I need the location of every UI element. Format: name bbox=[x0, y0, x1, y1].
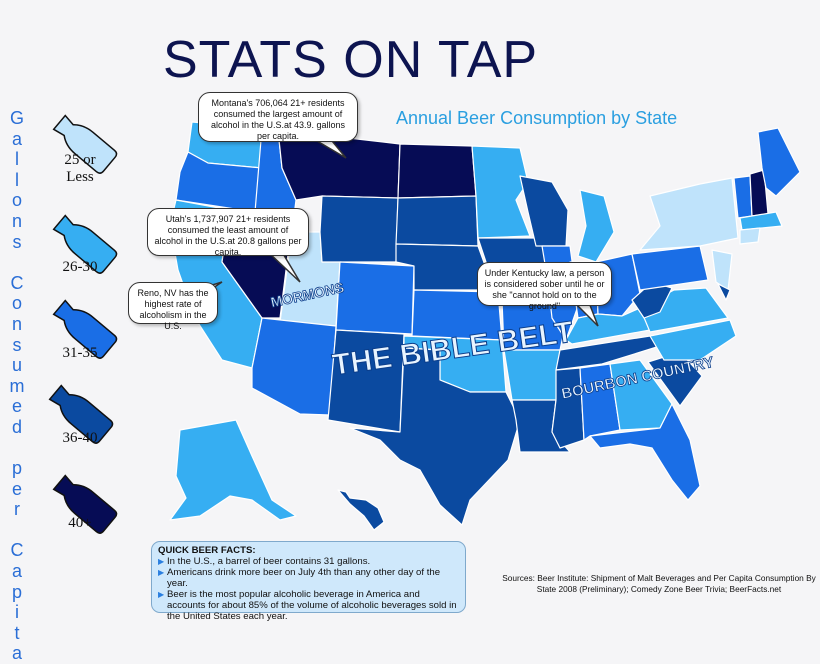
legend-bottle-1 bbox=[52, 114, 118, 174]
vertical-label-letter: m bbox=[9, 375, 25, 396]
state-new-york bbox=[639, 177, 739, 251]
vertical-label-letter: G bbox=[9, 108, 24, 128]
state-alabama bbox=[579, 363, 621, 441]
state-north-dakota bbox=[397, 143, 477, 199]
bullet-arrow-icon: ▶ bbox=[158, 590, 165, 599]
vertical-label-letter: C bbox=[10, 272, 24, 293]
state-hawaii bbox=[337, 489, 385, 531]
legend-label-1: 25 or Less bbox=[64, 152, 96, 185]
sources-note: Sources: Beer Institute: Shipment of Mal… bbox=[502, 573, 816, 594]
state-colorado bbox=[335, 261, 415, 335]
legend-bottle-5 bbox=[52, 474, 118, 534]
vertical-label-letter: n bbox=[11, 313, 22, 334]
vertical-label-letter: n bbox=[11, 210, 22, 231]
state-alaska bbox=[169, 419, 297, 521]
legend-bottles bbox=[48, 114, 118, 534]
utah-callout: Utah's 1,737,907 21+ residents consumed … bbox=[147, 208, 309, 257]
vertical-label-letter: C bbox=[10, 540, 24, 561]
map-subtitle: Annual Beer Consumption by State bbox=[396, 108, 678, 128]
state-tennessee bbox=[555, 335, 661, 371]
state-arkansas bbox=[503, 349, 561, 401]
vertical-label-letter: u bbox=[11, 355, 22, 376]
kentucky-callout: Under Kentucky law, a person is consider… bbox=[477, 262, 612, 311]
bullet-arrow-icon: ▶ bbox=[158, 557, 165, 566]
state-south-dakota bbox=[395, 195, 479, 247]
legend-bottle-3 bbox=[52, 299, 118, 359]
vertical-label-letter: a bbox=[11, 643, 22, 664]
page-title: STATS ON TAP bbox=[163, 31, 539, 89]
state-maine bbox=[757, 127, 801, 197]
legend-label-2: 26-30 bbox=[62, 259, 98, 275]
state-minnesota bbox=[471, 145, 531, 239]
legend-bottle-4 bbox=[48, 384, 114, 444]
vertical-label-letter: a bbox=[11, 128, 22, 149]
montana-callout: Montana's 706,064 21+ residents consumed… bbox=[198, 92, 358, 142]
state-pennsylvania bbox=[631, 245, 709, 291]
vertical-label-letter: s bbox=[12, 334, 22, 355]
state-new-jersey bbox=[711, 249, 733, 291]
vertical-label-letter: l bbox=[15, 149, 19, 170]
vertical-label-letter: s bbox=[12, 231, 22, 252]
vertical-label-letter: i bbox=[15, 602, 19, 623]
state-kentucky bbox=[565, 307, 651, 345]
us-map: MORMONS THE BIBLE BELT BOURBON COUNTRY bbox=[169, 121, 801, 531]
vertical-label-letter: d bbox=[11, 416, 22, 437]
state-mississippi bbox=[551, 367, 585, 449]
state-north-carolina bbox=[649, 319, 737, 361]
quick-beer-facts: QUICK BEER FACTS: ▶ In the U.S., a barrel… bbox=[151, 541, 466, 622]
vertical-label-letter: a bbox=[11, 561, 22, 582]
fact-item: ▶ Beer is the most popular alcoholic beve… bbox=[158, 589, 457, 622]
vertical-label-letter: e bbox=[11, 478, 22, 499]
legend-label-4: 36-40 bbox=[62, 430, 98, 446]
vertical-label-letter: o bbox=[11, 293, 22, 314]
state-massachusetts bbox=[739, 211, 783, 231]
bullet-arrow-icon: ▶ bbox=[158, 568, 165, 577]
vertical-label-letter: o bbox=[11, 190, 22, 211]
legend-label-5: 40+ bbox=[68, 515, 92, 531]
fact-item: ▶ In the U.S., a barrel of beer contains … bbox=[158, 556, 371, 567]
state-wyoming bbox=[319, 195, 399, 263]
state-arizona bbox=[251, 317, 337, 416]
vertical-label-letter: r bbox=[14, 499, 20, 520]
state-florida bbox=[589, 403, 701, 501]
legend-label-3: 31-35 bbox=[62, 345, 98, 361]
vertical-label-letter: l bbox=[15, 169, 19, 190]
state-michigan bbox=[577, 189, 615, 263]
state-delaware bbox=[717, 283, 731, 301]
facts-header: QUICK BEER FACTS: bbox=[158, 545, 256, 556]
vertical-label-letter: p bbox=[11, 458, 22, 479]
vertical-label-letter: e bbox=[11, 396, 22, 417]
fact-item: ▶ Americans drink more beer on July 4th t… bbox=[158, 567, 441, 589]
state-vermont bbox=[733, 175, 753, 219]
reno-callout: Reno, NV has the highest rate of alcohol… bbox=[128, 282, 218, 331]
state-texas bbox=[349, 347, 521, 526]
legend-bottle-2 bbox=[52, 214, 118, 274]
state-connecticut bbox=[739, 227, 761, 245]
vertical-label-letter: p bbox=[11, 581, 22, 602]
